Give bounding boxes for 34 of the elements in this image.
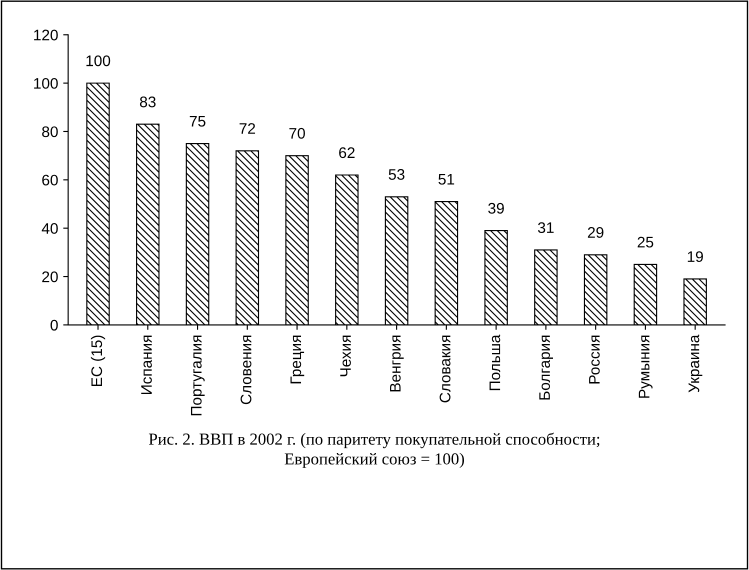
data-label: 100 — [86, 55, 110, 66]
x-tick-label: Украина — [688, 334, 702, 392]
data-label: 39 — [488, 202, 504, 214]
data-label: 29 — [588, 227, 604, 238]
text: Рис. 2. ВВП в 2002 г. (по паритету покупательной способности; Европейский союз = 100) — [148, 432, 600, 468]
x-tick-label: Испания — [141, 336, 152, 394]
data-label: 53 — [388, 169, 404, 180]
x-tick-label: Португалия — [190, 336, 205, 416]
y-tick-label: 100 — [34, 78, 58, 89]
x-tick-label: Греция — [290, 336, 304, 384]
data-label: 62 — [339, 147, 355, 158]
data-label: 31 — [538, 222, 554, 234]
x-tick-label: Болгария — [539, 336, 554, 400]
x-tick-label: Чехия — [340, 336, 351, 376]
x-tick-label: Словения — [240, 336, 252, 404]
y-tick-label: 20 — [42, 271, 58, 282]
y-tick-label: 0 — [50, 320, 58, 331]
data-label: 83 — [140, 96, 156, 108]
data-label: 51 — [438, 174, 454, 185]
x-tick-label: ЕС (15) — [90, 336, 106, 386]
y-tick-label: 120 — [34, 30, 58, 40]
x-tick-label: Словакия — [440, 336, 450, 402]
x-tick-label: Румыния — [638, 336, 653, 398]
data-label: 19 — [688, 251, 703, 262]
x-tick-label: Венгрия — [390, 336, 404, 392]
data-label: 25 — [638, 236, 654, 248]
data-label: 70 — [289, 128, 305, 139]
data-label: 72 — [240, 123, 256, 134]
x-tick-label: Россия — [589, 336, 600, 384]
data-label: 75 — [190, 116, 206, 127]
y-tick-label: 80 — [42, 126, 58, 138]
x-tick-label: Польша — [490, 334, 500, 390]
y-tick-label: 40 — [42, 223, 58, 234]
y-tick-label: 60 — [42, 174, 58, 186]
